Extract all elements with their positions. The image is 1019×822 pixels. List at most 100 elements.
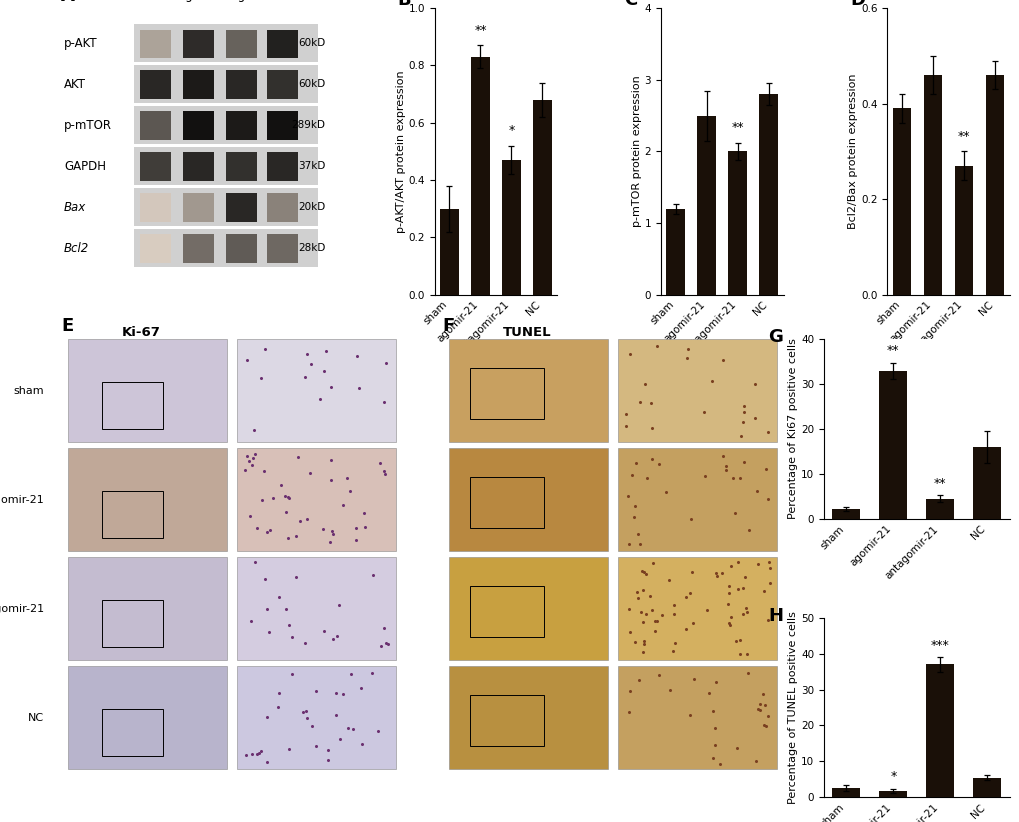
Bar <box>140 234 171 262</box>
Text: Bcl2: Bcl2 <box>64 242 89 255</box>
Text: G: G <box>767 329 783 346</box>
Bar <box>758 94 777 294</box>
Bar <box>832 788 860 797</box>
Bar <box>236 339 395 442</box>
Bar <box>140 112 171 140</box>
Bar <box>925 664 954 797</box>
Bar <box>68 448 226 552</box>
Text: 289kD: 289kD <box>291 120 325 130</box>
Text: **: ** <box>474 24 486 37</box>
Bar <box>448 339 607 442</box>
Bar <box>832 509 860 519</box>
Bar <box>954 166 972 294</box>
Text: p-AKT: p-AKT <box>64 37 98 50</box>
Text: antagomir-21: antagomir-21 <box>0 604 44 614</box>
Bar <box>665 209 685 294</box>
Y-axis label: Percentage of Ki67 positive cells: Percentage of Ki67 positive cells <box>788 339 798 520</box>
Y-axis label: Bcl2/Bax protein expression: Bcl2/Bax protein expression <box>848 74 857 229</box>
Bar <box>133 65 317 104</box>
Bar <box>140 193 171 222</box>
Y-axis label: p-mTOR protein expression: p-mTOR protein expression <box>631 76 641 227</box>
Bar <box>226 234 257 262</box>
Text: *: * <box>890 770 896 783</box>
Bar <box>102 382 162 428</box>
Bar <box>471 57 489 294</box>
Text: B: B <box>397 0 411 9</box>
Text: sham: sham <box>140 0 171 2</box>
Bar <box>183 30 214 58</box>
Text: C: C <box>624 0 637 9</box>
Text: TUNEL: TUNEL <box>503 326 551 339</box>
Bar <box>892 109 910 294</box>
Bar <box>878 791 907 797</box>
Text: D: D <box>850 0 864 9</box>
Bar <box>68 339 226 442</box>
Text: Bax: Bax <box>64 201 86 214</box>
Text: sham: sham <box>13 386 44 395</box>
Bar <box>183 112 214 140</box>
Text: **: ** <box>957 130 969 143</box>
Bar <box>226 152 257 181</box>
Text: **: ** <box>933 477 946 490</box>
Bar <box>469 695 543 746</box>
Bar <box>267 71 298 99</box>
Bar <box>140 71 171 99</box>
Text: **: ** <box>731 121 743 134</box>
Text: 37kD: 37kD <box>298 161 325 171</box>
Bar <box>533 99 551 294</box>
Bar <box>267 234 298 262</box>
Text: *: * <box>507 124 514 137</box>
Bar <box>236 448 395 552</box>
Bar <box>267 30 298 58</box>
Bar <box>133 24 317 62</box>
Bar <box>972 447 1001 519</box>
Bar <box>226 30 257 58</box>
Text: GAPDH: GAPDH <box>64 159 106 173</box>
Y-axis label: p-AKT/AKT protein expression: p-AKT/AKT protein expression <box>395 70 406 233</box>
Bar <box>501 160 521 294</box>
Text: 20kD: 20kD <box>299 202 325 212</box>
Bar <box>440 209 459 294</box>
Bar <box>140 30 171 58</box>
Bar <box>925 499 954 519</box>
Bar <box>183 234 214 262</box>
Bar <box>878 371 907 519</box>
Text: NC: NC <box>29 713 44 723</box>
Text: antagomir: antagomir <box>211 0 272 2</box>
Bar <box>68 667 226 769</box>
Text: 28kD: 28kD <box>298 243 325 253</box>
Bar <box>697 116 715 294</box>
Bar <box>469 477 543 529</box>
Text: NC: NC <box>274 0 290 2</box>
Bar <box>236 667 395 769</box>
Bar <box>618 557 776 660</box>
Bar <box>133 106 317 145</box>
Y-axis label: Percentage of TUNEL positive cells: Percentage of TUNEL positive cells <box>788 611 798 804</box>
Bar <box>236 557 395 660</box>
Text: p-mTOR: p-mTOR <box>64 118 112 132</box>
Bar <box>226 71 257 99</box>
Bar <box>183 152 214 181</box>
Bar <box>972 778 1001 797</box>
Bar <box>618 339 776 442</box>
Bar <box>267 152 298 181</box>
Bar <box>267 112 298 140</box>
Bar <box>618 448 776 552</box>
Bar <box>183 193 214 222</box>
Bar <box>68 557 226 660</box>
Bar <box>133 147 317 185</box>
Bar <box>469 586 543 637</box>
Bar <box>448 448 607 552</box>
Text: 60kD: 60kD <box>299 39 325 48</box>
Bar <box>448 557 607 660</box>
Text: AKT: AKT <box>64 78 86 90</box>
Bar <box>133 229 317 267</box>
Bar <box>984 75 1004 294</box>
Bar <box>140 152 171 181</box>
Text: **: ** <box>887 344 899 358</box>
Text: E: E <box>61 316 73 335</box>
Text: 60kD: 60kD <box>299 79 325 90</box>
Bar <box>267 193 298 222</box>
Text: ***: *** <box>930 639 949 652</box>
Bar <box>133 188 317 226</box>
